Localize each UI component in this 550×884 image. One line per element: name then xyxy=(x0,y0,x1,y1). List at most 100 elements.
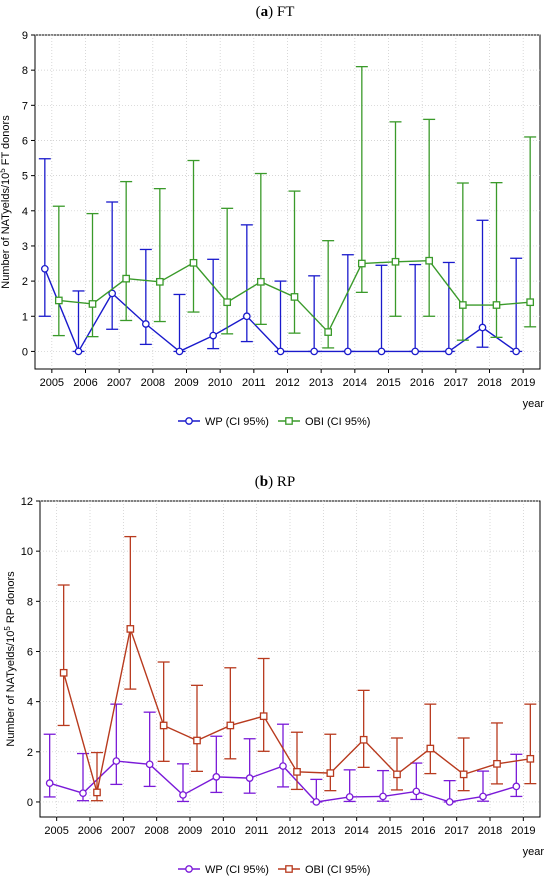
legend-label: WP (CI 95%) xyxy=(205,864,269,876)
y-tick-label: 4 xyxy=(22,206,28,218)
x-tick-label: 2015 xyxy=(376,377,400,389)
x-tick-label: 2016 xyxy=(411,825,435,837)
x-tick-label: 2016 xyxy=(410,377,434,389)
x-tick-label: 2015 xyxy=(378,825,402,837)
data-point xyxy=(279,762,287,770)
data-point xyxy=(141,320,150,328)
data-point xyxy=(212,773,221,781)
data-point xyxy=(445,798,454,806)
x-tick-label: 2013 xyxy=(311,825,335,837)
x-axis-label: year xyxy=(523,398,545,410)
series-wp xyxy=(38,158,523,356)
data-point xyxy=(357,259,366,268)
x-tick-label: 2013 xyxy=(309,377,333,389)
data-point xyxy=(512,782,521,791)
data-point xyxy=(245,774,254,782)
x-tick-label: 2019 xyxy=(511,377,535,389)
x-tick-label: 2010 xyxy=(208,377,232,389)
y-tick-label: 7 xyxy=(22,100,28,112)
data-point xyxy=(343,347,352,356)
data-point xyxy=(145,760,154,769)
x-tick-label: 2017 xyxy=(444,377,468,389)
data-point xyxy=(209,331,218,340)
legend-item-obi: OBI (CI 95%) xyxy=(278,864,370,876)
legend-label: WP (CI 95%) xyxy=(205,416,269,428)
y-tick-label: 9 xyxy=(22,30,28,42)
y-tick-label: 0 xyxy=(27,797,33,809)
x-tick-label: 2014 xyxy=(343,377,367,389)
data-point xyxy=(426,744,435,753)
x-axis-label: year xyxy=(523,846,545,858)
data-point xyxy=(459,770,468,779)
data-point xyxy=(492,301,501,309)
data-point xyxy=(425,256,434,265)
x-tick-label: 2011 xyxy=(242,377,266,389)
data-point xyxy=(122,274,131,283)
legend-marker xyxy=(285,417,293,425)
series-wp xyxy=(43,703,523,806)
y-axis-label: Number of NATyelds/105 RP donors xyxy=(3,571,18,747)
x-tick-label: 2017 xyxy=(444,825,468,837)
data-point xyxy=(290,293,299,301)
data-point xyxy=(478,323,487,332)
y-axis-label: Number of NATyelds/105 FT donors xyxy=(0,115,12,289)
legend-marker xyxy=(185,865,193,873)
chart-b: 0 2 4 6 8 10 12 2005 2006 2007 2008 2009 2010 2011 201… xyxy=(3,496,545,876)
y-tick-label: 8 xyxy=(22,65,28,77)
y-tick-label: 5 xyxy=(22,171,28,183)
data-point xyxy=(479,792,487,801)
x-tick-label: 2019 xyxy=(511,825,535,837)
y-tick-label: 10 xyxy=(21,546,33,558)
data-point xyxy=(193,736,201,745)
data-point xyxy=(155,277,164,286)
data-point xyxy=(326,769,335,777)
data-point xyxy=(189,258,198,267)
data-point xyxy=(458,301,467,309)
legend-item-obi: OBI (CI 95%) xyxy=(278,416,370,428)
series-obi xyxy=(57,535,537,802)
y-tick-label: 6 xyxy=(27,646,33,658)
data-point xyxy=(391,257,400,266)
legend-marker xyxy=(285,865,293,873)
x-tick-label: 2010 xyxy=(211,825,235,837)
legend-item-wp: WP (CI 95%) xyxy=(178,864,269,876)
x-tick-label: 2006 xyxy=(78,825,102,837)
y-tick-label: 8 xyxy=(27,596,33,608)
data-point xyxy=(242,312,251,321)
data-point xyxy=(412,787,421,796)
data-point xyxy=(126,625,135,633)
legend-label: OBI (CI 95%) xyxy=(305,864,370,876)
data-point xyxy=(345,793,354,801)
chart-b-title: (b) RP xyxy=(254,474,296,490)
x-tick-label: 2018 xyxy=(477,377,501,389)
data-point xyxy=(45,779,54,787)
data-point xyxy=(226,721,235,730)
x-tick-label: 2005 xyxy=(40,377,64,389)
data-point xyxy=(512,347,521,356)
x-tick-label: 2007 xyxy=(107,377,131,389)
x-tick-label: 2011 xyxy=(245,825,269,837)
data-point xyxy=(88,300,97,308)
data-point xyxy=(259,712,268,721)
data-point xyxy=(40,264,49,273)
y-tick-label: 0 xyxy=(22,346,28,358)
legend-item-wp: WP (CI 95%) xyxy=(178,416,269,428)
data-point xyxy=(493,759,501,768)
y-tick-label: 2 xyxy=(22,276,28,288)
data-point xyxy=(179,791,187,799)
y-tick-label: 12 xyxy=(21,496,33,508)
x-tick-label: 2018 xyxy=(478,825,502,837)
legend-label: OBI (CI 95%) xyxy=(305,416,370,428)
data-point xyxy=(444,347,453,356)
data-point xyxy=(54,296,63,305)
x-tick-label: 2009 xyxy=(174,377,198,389)
data-point xyxy=(411,347,420,356)
x-tick-label: 2008 xyxy=(144,825,168,837)
x-tick-label: 2012 xyxy=(278,825,302,837)
y-tick-label: 1 xyxy=(22,311,28,323)
data-point xyxy=(112,757,121,765)
x-tick-label: 2012 xyxy=(275,377,299,389)
x-tick-label: 2007 xyxy=(111,825,135,837)
x-tick-label: 2008 xyxy=(141,377,165,389)
data-point xyxy=(310,347,319,356)
